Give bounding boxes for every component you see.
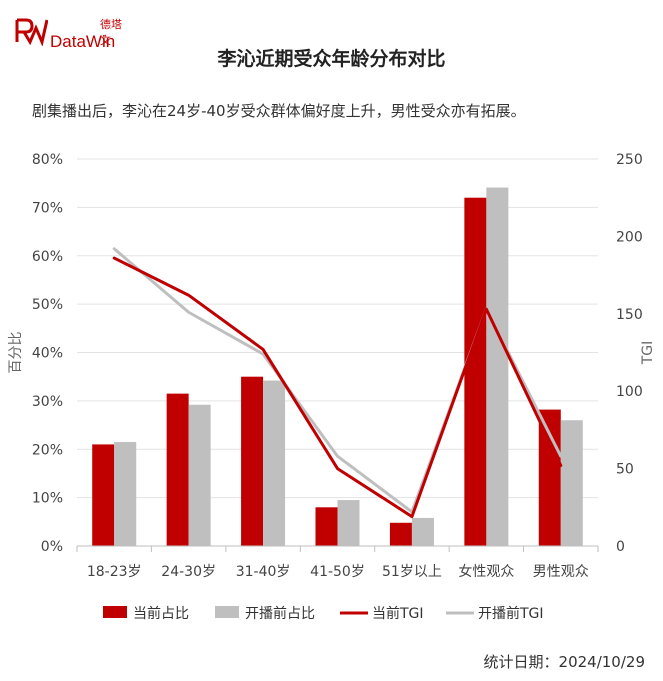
y-tick-label: 30% xyxy=(32,394,63,410)
y-tick-label: 20% xyxy=(32,442,63,458)
chart-title: 李沁近期受众年龄分布对比 xyxy=(217,48,446,70)
y-tick-label: 0% xyxy=(41,539,63,555)
y2-tick-label: 250 xyxy=(616,152,643,168)
bar-previous xyxy=(337,500,360,546)
grid xyxy=(77,158,598,547)
x-tick-label: 18-23岁 xyxy=(87,564,142,580)
lines xyxy=(112,247,563,519)
y-tick-label: 70% xyxy=(32,200,63,216)
y2-tick-label: 50 xyxy=(616,462,634,478)
y-tick-label: 40% xyxy=(32,346,63,362)
bar-previous xyxy=(411,517,434,546)
y-tick-label: 10% xyxy=(32,491,63,507)
y2-tick-label: 200 xyxy=(616,229,643,245)
bar-previous xyxy=(486,187,509,546)
logo-en-text: DataWin xyxy=(50,32,116,51)
legend-label: 开播前占比 xyxy=(245,605,315,622)
legend-label: 当前占比 xyxy=(133,605,189,622)
x-tick-label: 41-50岁 xyxy=(310,564,365,580)
legend: 当前占比 开播前占比 当前TGI 开播前TGI xyxy=(103,605,544,622)
x-tick-label: 24-30岁 xyxy=(161,564,216,580)
y-axis-label: 百分比 xyxy=(8,332,24,374)
bar-previous xyxy=(188,404,211,546)
legend-label: 当前TGI xyxy=(372,605,424,622)
y-tick-label: 80% xyxy=(32,152,63,168)
x-tick-label: 男性观众 xyxy=(533,564,589,580)
axes: 0% 10% 20% 30% 40% 50% 60% 70% 80% 0 50 100 150 200 25… xyxy=(8,152,656,580)
bar-current xyxy=(464,197,487,546)
bar-current xyxy=(538,409,561,546)
logo-cn-text: 德塔文 xyxy=(100,18,122,47)
x-tick-label: 女性观众 xyxy=(458,563,514,580)
bar-current xyxy=(315,507,338,546)
y2-tick-label: 100 xyxy=(616,384,643,400)
y2-tick-label: 0 xyxy=(616,539,625,555)
bar-current xyxy=(166,393,189,546)
bar-current xyxy=(92,444,115,546)
y-tick-label: 50% xyxy=(32,297,63,313)
legend-label: 开播前TGI xyxy=(478,605,544,622)
legend-swatch xyxy=(103,606,127,618)
legend-swatch xyxy=(215,606,239,618)
x-tick-label: 31-40岁 xyxy=(236,564,291,580)
bar-current xyxy=(241,376,264,546)
datawin-logo: 德塔文 DataWin xyxy=(14,14,124,54)
y2-tick-label: 150 xyxy=(616,307,643,323)
y2-axis-label: TGI xyxy=(640,341,656,366)
logo-mark-icon xyxy=(15,18,48,46)
bar-previous xyxy=(560,420,583,546)
bar-previous xyxy=(114,441,137,546)
bar-previous xyxy=(263,380,286,546)
bars xyxy=(92,187,583,546)
x-tick-label: 51岁以上 xyxy=(382,564,442,580)
stat-date: 统计日期：2024/10/29 xyxy=(483,653,645,671)
chart-subtitle: 剧集播出后，李沁在24岁-40岁受众群体偏好度上升，男性受众亦有拓展。 xyxy=(32,102,526,120)
line-current-tgi xyxy=(112,256,563,519)
bar-current xyxy=(389,522,412,546)
y-tick-label: 60% xyxy=(32,249,63,265)
